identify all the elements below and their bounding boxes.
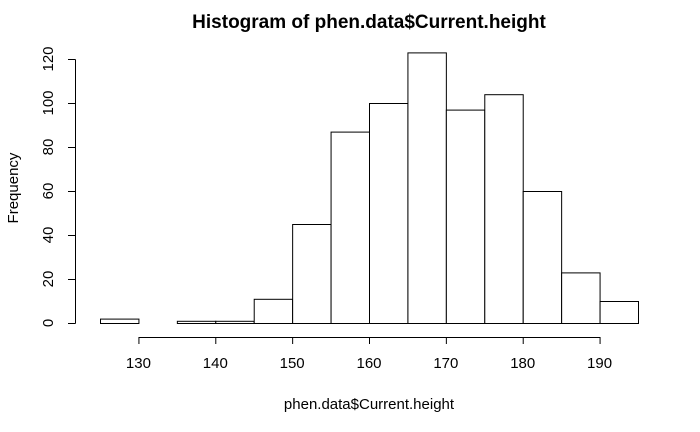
y-tick-label: 20 — [40, 271, 57, 288]
x-tick-label: 190 — [587, 355, 612, 372]
histogram-bar — [176, 320, 217, 324]
x-tick-label: 130 — [126, 355, 151, 372]
y-tick-label: 0 — [40, 319, 57, 327]
x-tick-label: 170 — [433, 355, 458, 372]
y-tick-label: 80 — [40, 139, 57, 156]
histogram-bar — [407, 52, 447, 325]
histogram-bar — [522, 191, 563, 324]
histogram-bar — [215, 320, 255, 324]
histogram-bar — [253, 298, 294, 324]
histogram-bar — [100, 318, 140, 325]
x-axis: 130 140 150 160 170 180 190 — [126, 337, 612, 372]
histogram-bar — [484, 94, 524, 324]
histogram-bar — [445, 109, 486, 324]
y-axis-label: Frequency — [5, 152, 22, 223]
chart-title: Histogram of phen.data$Current.height — [192, 12, 546, 33]
histogram-bar — [330, 131, 371, 324]
histogram-bar — [561, 272, 601, 324]
x-tick-label: 140 — [203, 355, 228, 372]
y-axis: 0 20 40 60 80 100 120 — [40, 46, 76, 327]
histogram-bar — [599, 301, 639, 324]
histogram-bar — [369, 103, 409, 324]
y-tick-label: 100 — [40, 90, 57, 115]
histogram-bar — [292, 224, 332, 324]
y-tick-label: 120 — [40, 46, 57, 71]
x-axis-label: phen.data$Current.height — [284, 396, 455, 413]
histogram-bars — [100, 52, 639, 325]
x-tick-label: 150 — [280, 355, 305, 372]
x-tick-label: 180 — [510, 355, 535, 372]
y-tick-label: 60 — [40, 183, 57, 200]
x-tick-label: 160 — [356, 355, 381, 372]
y-tick-label: 40 — [40, 227, 57, 244]
